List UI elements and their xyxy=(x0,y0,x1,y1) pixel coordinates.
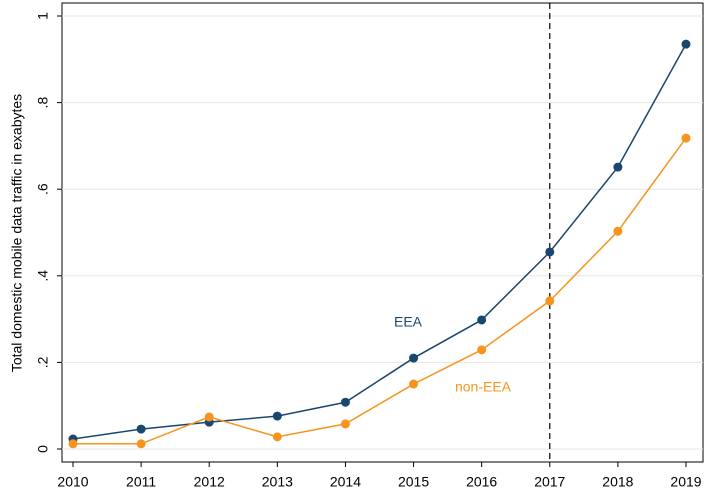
data-point xyxy=(681,133,691,143)
data-point xyxy=(613,162,623,172)
y-tick-label: 1 xyxy=(35,12,51,20)
x-tick-label: 2012 xyxy=(194,474,225,490)
data-point xyxy=(272,432,282,442)
series-line xyxy=(72,43,687,440)
y-tick-label: .6 xyxy=(35,183,51,195)
series-label: EEA xyxy=(394,314,423,330)
data-point xyxy=(681,39,691,49)
data-point xyxy=(340,419,350,429)
x-tick-label: 2018 xyxy=(602,474,633,490)
data-point xyxy=(545,247,555,257)
y-tick-label: .2 xyxy=(35,356,51,368)
x-tick-label: 2013 xyxy=(262,474,293,490)
data-point xyxy=(340,397,350,407)
x-tick-label: 2011 xyxy=(126,474,156,490)
data-point xyxy=(204,412,214,422)
data-point xyxy=(272,411,282,421)
data-point xyxy=(136,424,146,434)
data-point xyxy=(613,226,623,236)
data-point xyxy=(545,296,555,306)
series-label: non-EEA xyxy=(455,379,512,395)
y-tick-label: .8 xyxy=(35,97,51,109)
data-point xyxy=(409,379,419,389)
x-tick-label: 2016 xyxy=(466,474,497,490)
data-point xyxy=(409,353,419,363)
series-line xyxy=(73,137,687,445)
plot-frame xyxy=(61,2,704,463)
data-point xyxy=(68,439,78,449)
y-tick-label: .4 xyxy=(35,270,51,282)
x-tick-label: 2017 xyxy=(534,474,565,490)
x-tick-label: 2014 xyxy=(330,474,361,490)
data-point xyxy=(136,439,146,449)
x-tick-label: 2010 xyxy=(57,474,88,490)
x-tick-label: 2015 xyxy=(398,474,429,490)
data-point xyxy=(477,345,487,355)
y-axis-title: Total domestic mobile data traffic in ex… xyxy=(9,94,25,372)
x-tick-label: 2019 xyxy=(670,474,701,490)
data-point xyxy=(477,315,487,325)
y-tick-label: 0 xyxy=(35,445,51,453)
